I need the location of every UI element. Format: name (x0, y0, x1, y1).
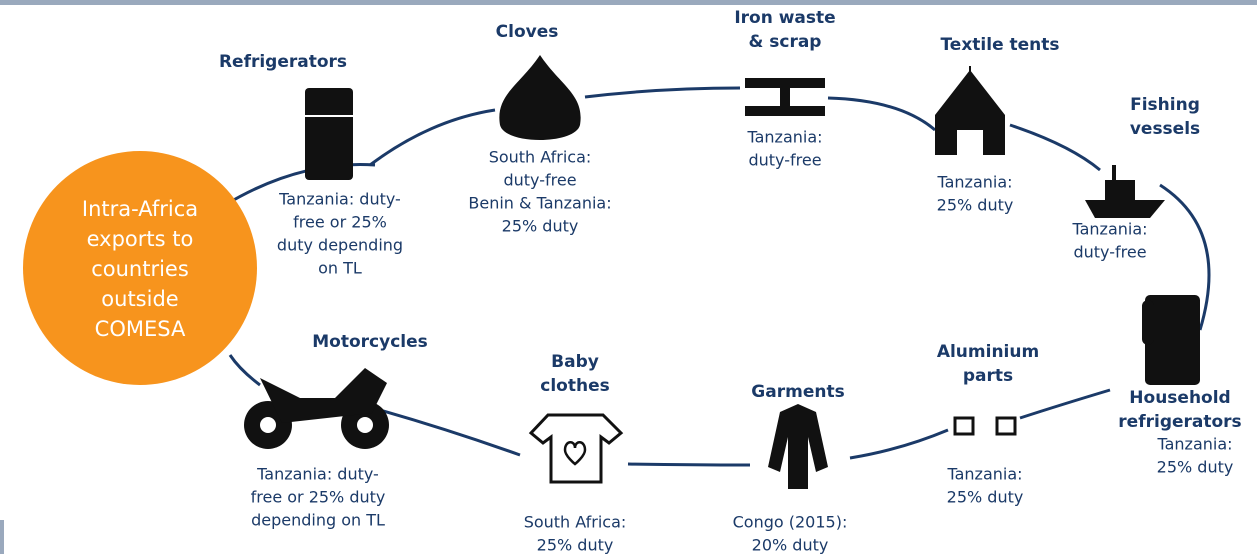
side-band (0, 520, 4, 554)
node-title: refrigerators (1118, 412, 1241, 432)
node-title: Motorcycles (312, 332, 428, 352)
node-title: clothes (540, 376, 609, 396)
node-note: South Africa: (489, 148, 592, 167)
node-title: Cloves (496, 22, 559, 42)
node-note: Congo (2015): (733, 513, 848, 532)
node-note: depending on TL (251, 511, 385, 530)
node-note: Tanzania: duty- (256, 465, 379, 484)
node-title: Aluminium (937, 342, 1039, 362)
node-title: vessels (1130, 119, 1200, 139)
node-title: Refrigerators (219, 52, 347, 72)
center-label: countries (91, 257, 189, 281)
node-title: Household (1129, 388, 1230, 408)
node-note: duty-free (748, 151, 821, 170)
node-title: Garments (751, 382, 844, 402)
node-note: South Africa: (524, 513, 627, 532)
node-note: Tanzania: (936, 173, 1012, 192)
node-title: Textile tents (940, 35, 1059, 55)
node-note: 25% duty (937, 196, 1014, 215)
center-label: outside (101, 287, 178, 311)
center-circle (23, 151, 257, 385)
node-note: duty depending (277, 236, 403, 255)
node-note: 25% duty (947, 488, 1024, 507)
node-note: 25% duty (537, 536, 614, 554)
node-title: Iron waste (734, 8, 835, 28)
node-title: parts (963, 366, 1013, 386)
center-label: Intra-Africa (82, 197, 198, 221)
top-band (0, 0, 1257, 5)
node-note: 25% duty (1157, 458, 1234, 477)
icons (244, 55, 1200, 489)
center-label: exports to (87, 227, 194, 251)
node-title: Baby (551, 352, 599, 372)
node-note: Tanzania: (1156, 435, 1232, 454)
node-note: 20% duty (752, 536, 829, 554)
node-note: Tanzania: duty- (278, 190, 401, 209)
node-note: Benin & Tanzania: (468, 194, 611, 213)
node-note: free or 25% duty (251, 488, 386, 507)
node-note: duty-free (1073, 243, 1146, 262)
node-note: Tanzania: (1071, 220, 1147, 239)
node-note: free or 25% (293, 213, 387, 232)
node-note: 25% duty (502, 217, 579, 236)
node-note: Tanzania: (746, 128, 822, 147)
center-label: COMESA (95, 317, 186, 341)
node-note: on TL (318, 259, 362, 278)
node-title: & scrap (749, 32, 822, 52)
node-note: duty-free (503, 171, 576, 190)
node-note: Tanzania: (946, 465, 1022, 484)
connectors (224, 86, 1211, 467)
node-title: Fishing (1130, 95, 1200, 115)
